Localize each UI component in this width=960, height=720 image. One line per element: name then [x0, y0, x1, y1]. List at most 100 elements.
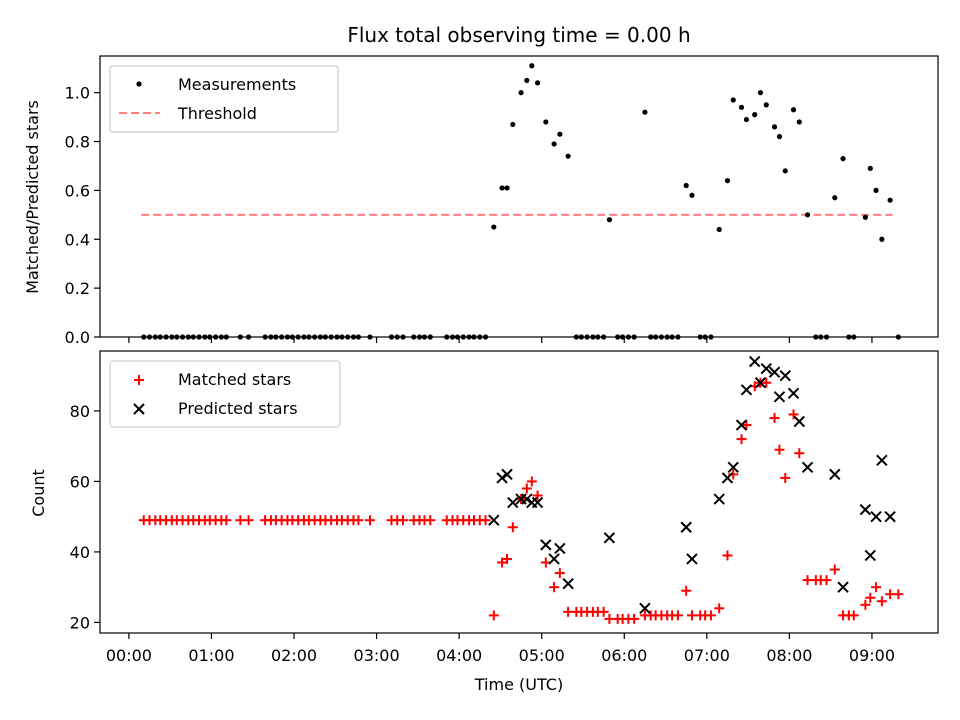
predicted-star-point	[501, 468, 513, 481]
predicted-star-point	[740, 384, 753, 396]
predicted-star-point	[603, 532, 616, 544]
measurement-point	[867, 165, 873, 171]
bottom-x-tick-label: 05:00	[519, 646, 565, 665]
measurement-point	[510, 121, 516, 128]
top-x-axis	[128, 337, 873, 343]
predicted-star-point	[801, 461, 814, 474]
matched-star-point	[353, 515, 364, 526]
predicted-star-stroke-b	[548, 553, 560, 565]
matched-star-point	[821, 575, 832, 586]
predicted-star-stroke-b	[721, 472, 734, 484]
matched-star-point	[532, 490, 543, 501]
measurement-point	[689, 192, 695, 198]
legend-matched-label: Matched stars	[178, 370, 291, 389]
measurement-point	[771, 124, 778, 130]
predicted-star-point	[686, 553, 698, 565]
predicted-star-point	[488, 514, 500, 526]
measurement-point	[642, 109, 648, 115]
bottom-legend-box	[109, 360, 341, 428]
predicted-star-stroke-b	[554, 542, 566, 555]
predicted-star-stroke-b	[876, 454, 888, 466]
bottom-x-tick-label: 08:00	[766, 646, 812, 665]
predicted-star-point	[727, 461, 739, 474]
bottom-y-axis: 20 40 60 80	[70, 402, 100, 632]
matched-star-point	[398, 515, 409, 526]
matched-star-point	[526, 476, 537, 487]
predicted-star-stroke-b	[773, 391, 786, 403]
measurement-point	[534, 80, 541, 86]
measurement-point	[716, 226, 722, 233]
matched-star-point	[794, 448, 805, 459]
bottom-x-tick-label: 03:00	[354, 646, 400, 665]
matched-star-point	[741, 420, 752, 431]
predicted-star-point	[521, 493, 533, 505]
measurement-point	[529, 63, 535, 69]
predicted-star-point	[760, 362, 772, 375]
predicted-star-point	[554, 542, 566, 555]
predicted-star-stroke-b	[749, 355, 761, 368]
top-y-axis: 0.0 0.2 0.4 0.6 0.8 1.0	[65, 84, 100, 347]
measurement-point	[873, 187, 879, 193]
top-y-tick-label: 0.8	[65, 133, 90, 152]
chart-title: Flux total observing time = 0.00 h	[347, 23, 690, 47]
matched-star-point	[507, 522, 518, 533]
measurement-point	[879, 236, 885, 242]
predicted-star-stroke-b	[754, 377, 767, 389]
predicted-star-stroke-b	[870, 510, 882, 523]
matched-star-point	[521, 483, 532, 494]
measurement-point	[524, 77, 530, 84]
predicted-star-stroke-b	[779, 369, 791, 382]
predicted-star-stroke-b	[829, 468, 841, 481]
matched-star-point	[860, 599, 871, 610]
bottom-y-tick-label: 40	[70, 543, 90, 562]
predicted-star-stroke-b	[864, 549, 877, 562]
measurement-point	[887, 197, 893, 203]
predicted-star-stroke-b	[639, 602, 651, 615]
legend-threshold-label: Threshold	[177, 104, 257, 123]
predicted-star-point	[749, 355, 761, 368]
predicted-star-point	[507, 496, 519, 509]
predicted-star-stroke-b	[787, 387, 800, 400]
measurement-point	[504, 185, 510, 191]
matched-star-point	[705, 610, 716, 621]
measurement-point	[491, 224, 497, 230]
predicted-star-point	[837, 581, 849, 593]
predicted-star-stroke-b	[521, 493, 533, 505]
matched-star-point	[488, 610, 499, 621]
predicted-star-point	[562, 577, 574, 590]
predicted-star-point	[864, 549, 877, 562]
measurement-point	[551, 141, 557, 147]
predicted-star-stroke-b	[501, 468, 513, 481]
predicted-star-stroke-b	[740, 384, 753, 396]
measurement-point	[757, 90, 764, 96]
measurement-point	[499, 185, 505, 191]
matched-star-point	[761, 377, 772, 388]
bottom-x-tick-label: 04:00	[436, 646, 482, 665]
matched-star-point	[893, 589, 904, 600]
measurement-point	[557, 131, 563, 137]
legend-measurements-label: Measurements	[178, 75, 296, 94]
predicted-star-stroke-b	[496, 472, 508, 484]
predicted-star-stroke-b	[793, 415, 806, 428]
bottom-x-tick-label: 07:00	[684, 646, 730, 665]
top-y-axis-label: Matched/Predicted stars	[23, 100, 42, 294]
predicted-star-stroke-b	[680, 521, 692, 533]
measurement-point	[782, 168, 788, 174]
measurement-point	[518, 90, 524, 96]
measurement-point	[796, 119, 802, 125]
predicted-star-stroke-b	[801, 461, 814, 474]
matched-star-point	[769, 412, 780, 423]
top-axes-frame	[99, 55, 939, 338]
matched-star-point	[865, 592, 876, 603]
matched-star-point	[780, 472, 791, 483]
matched-star-point	[502, 553, 513, 564]
predicted-star-point	[639, 602, 651, 615]
measurement-point	[832, 195, 838, 201]
predicted-star-point	[531, 496, 544, 509]
bottom-y-tick-label: 80	[70, 402, 90, 421]
legend-matched-marker	[134, 375, 144, 385]
top-y-tick-label: 1.0	[65, 84, 90, 103]
matched-star-point	[598, 606, 609, 617]
matched-star-point	[221, 515, 232, 526]
measurement-point	[840, 156, 846, 162]
